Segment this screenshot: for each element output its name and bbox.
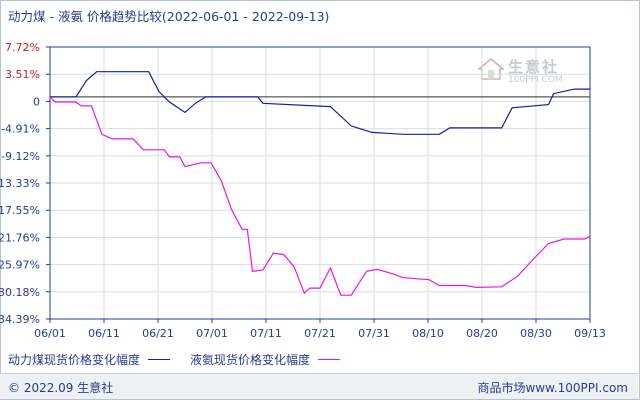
y-tick-label: 7.72%: [5, 41, 40, 54]
y-tick-labels: 7.72% 3.51% 0 -4.91% -9.12% -13.33% -17.55% -21…: [0, 41, 40, 326]
x-tick-label: 06/01: [34, 327, 66, 340]
x-tick-label: 08/20: [466, 327, 498, 340]
y-tick-label: -13.33%: [0, 177, 40, 190]
footer-copyright: © 2022.09 生意社: [8, 381, 114, 395]
watermark-cn: 生意社: [508, 58, 560, 76]
legend-swatch-coal: [148, 359, 171, 360]
axes: [46, 46, 591, 323]
footer-site: 商品市场www.100PPI.com: [477, 381, 628, 395]
legend: 动力煤现货价格变化幅度 液氨现货价格变化幅度: [8, 351, 360, 368]
chart-title: 动力煤 - 液氨 价格趋势比较(2022-06-01 - 2022-09-13): [8, 9, 330, 24]
footer-bar: © 2022.09 生意社 商品市场www.100PPI.com: [0, 373, 638, 399]
x-tick-label: 09/13: [574, 327, 606, 340]
x-tick-label: 07/21: [304, 327, 336, 340]
y-tick-label: 3.51%: [5, 68, 40, 81]
legend-label-coal: 动力煤现货价格变化幅度: [8, 353, 141, 367]
series-lines: [49, 71, 591, 296]
y-tick-label: -30.18%: [0, 286, 40, 299]
grid: [50, 47, 590, 319]
y-tick-label: -9.12%: [1, 150, 40, 163]
x-tick-label: 08/30: [520, 327, 552, 340]
legend-label-ammonia: 液氨现货价格变化幅度: [190, 353, 311, 367]
x-tick-label: 07/11: [250, 327, 282, 340]
legend-swatch-ammonia: [318, 359, 341, 360]
x-tick-labels: 06/01 06/11 06/21 07/01 07/11 07/21 07/31 08/10…: [34, 327, 606, 340]
y-tick-label: 0: [33, 95, 40, 108]
series-line-1: [49, 96, 591, 296]
y-tick-label: -21.76%: [0, 231, 40, 244]
plot-area-border: [49, 46, 591, 320]
y-tick-label: -25.97%: [0, 259, 40, 272]
y-tick-label: -4.91%: [1, 123, 40, 136]
y-tick-label: -34.39%: [0, 313, 40, 326]
x-tick-label: 08/10: [412, 327, 444, 340]
y-tick-label: -17.55%: [0, 204, 40, 217]
x-tick-label: 07/31: [358, 327, 390, 340]
x-tick-label: 06/11: [88, 327, 120, 340]
watermark-en: 100PPI.COM: [508, 75, 563, 85]
series-line-0: [50, 71, 590, 135]
x-tick-label: 07/01: [196, 327, 228, 340]
x-tick-label: 06/21: [142, 327, 174, 340]
